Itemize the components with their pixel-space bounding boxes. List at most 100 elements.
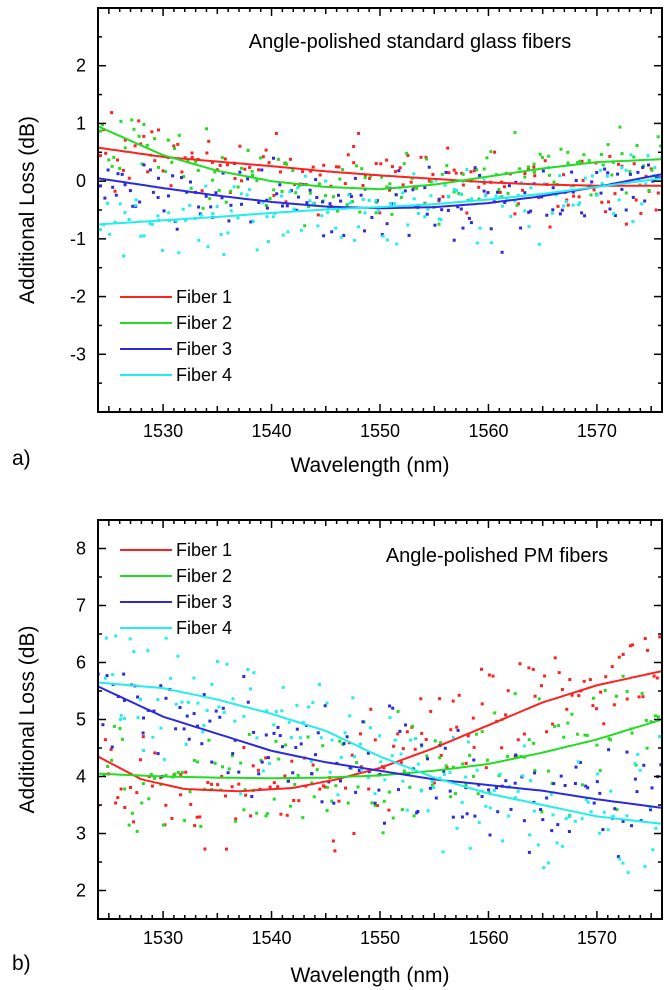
data-point (589, 193, 593, 197)
data-point (184, 742, 188, 746)
data-point (405, 808, 409, 812)
data-point (601, 828, 605, 832)
data-point (595, 707, 598, 711)
scatter-points (98, 634, 662, 875)
data-point (381, 831, 385, 835)
y-tick-label: 8 (76, 539, 86, 559)
data-point (142, 123, 146, 126)
data-point (186, 158, 190, 162)
data-point (350, 753, 354, 757)
data-point (275, 192, 279, 196)
data-point (224, 794, 227, 798)
data-point (205, 709, 209, 713)
data-point (130, 118, 134, 122)
data-point (133, 144, 137, 148)
data-point (484, 804, 488, 808)
data-point (133, 203, 137, 207)
data-point (533, 694, 537, 698)
data-point (451, 765, 455, 769)
data-point (398, 729, 402, 733)
data-point (533, 170, 536, 174)
data-point (399, 752, 403, 756)
data-point (548, 225, 552, 229)
y-tick-label: 1 (76, 113, 86, 133)
data-point (211, 160, 214, 164)
data-point (187, 737, 191, 741)
data-point (444, 764, 448, 768)
data-point (590, 180, 594, 184)
data-point (276, 157, 280, 161)
data-point (220, 774, 224, 778)
data-point (274, 131, 278, 135)
data-point (326, 210, 330, 214)
data-point (419, 697, 423, 701)
data-point (354, 790, 358, 794)
data-point (379, 760, 383, 764)
data-point (264, 733, 268, 737)
data-point (404, 723, 407, 727)
data-point (521, 188, 524, 192)
data-point (342, 742, 346, 745)
data-point (413, 204, 417, 208)
legend-label: Fiber 4 (176, 618, 232, 638)
data-point (547, 769, 550, 773)
data-point (617, 655, 621, 659)
data-point (607, 200, 610, 204)
data-point (468, 846, 472, 850)
data-point (309, 169, 313, 173)
data-point (131, 204, 135, 208)
data-point (219, 233, 223, 236)
data-point (321, 200, 324, 204)
data-point (589, 810, 593, 814)
data-point (230, 785, 234, 789)
data-point (490, 241, 493, 245)
data-point (123, 698, 126, 702)
data-point (514, 753, 518, 757)
data-point (225, 847, 228, 851)
data-point (635, 144, 639, 147)
y-tick-label: 3 (76, 824, 86, 844)
data-point (518, 167, 522, 171)
data-point (321, 744, 325, 748)
data-point (527, 738, 531, 742)
data-point (575, 732, 579, 736)
data-point (456, 728, 460, 732)
data-point (297, 184, 301, 188)
data-point (239, 792, 243, 796)
data-point (266, 240, 270, 243)
data-point (331, 195, 335, 199)
data-point (249, 220, 253, 224)
data-point (574, 765, 578, 769)
data-point (274, 710, 278, 714)
data-point (156, 214, 160, 218)
data-point (494, 194, 498, 198)
data-point (203, 847, 207, 851)
data-point (150, 130, 154, 134)
data-point (532, 741, 536, 745)
data-point (148, 168, 152, 172)
data-point (132, 127, 136, 131)
data-point (572, 194, 576, 198)
data-point (480, 667, 483, 671)
data-point (179, 793, 183, 797)
data-point (284, 743, 288, 747)
data-point (199, 213, 203, 217)
data-point (122, 717, 126, 721)
data-point (185, 714, 189, 718)
data-point (238, 170, 242, 174)
data-point (582, 679, 586, 683)
data-point (242, 714, 246, 718)
data-point (225, 163, 229, 167)
data-point (507, 814, 511, 818)
data-point (265, 215, 269, 219)
data-point (611, 814, 615, 818)
data-point (405, 151, 409, 155)
data-point (123, 146, 127, 150)
data-point (465, 168, 469, 171)
data-point (192, 758, 196, 762)
data-point (385, 238, 389, 242)
data-point (330, 738, 334, 742)
data-point (244, 793, 248, 797)
data-point (265, 812, 269, 816)
data-point (348, 766, 352, 770)
